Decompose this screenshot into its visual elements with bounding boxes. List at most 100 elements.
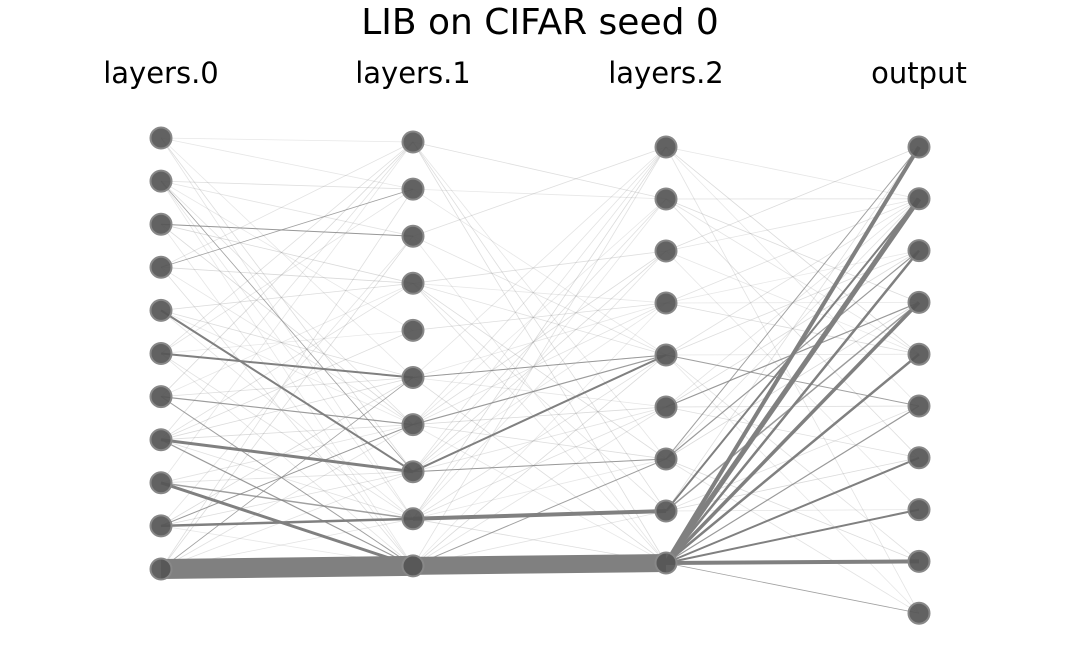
faint-edge [160, 137, 414, 472]
edge [412, 458, 667, 567]
layer-label-0: layers.0 [103, 56, 219, 90]
faint-edge [160, 282, 414, 311]
edge [664, 301, 921, 565]
faint-edge [160, 180, 414, 190]
edge [160, 180, 414, 472]
faint-edges [160, 137, 920, 614]
faint-edge [160, 223, 414, 425]
faint-edge [160, 353, 414, 567]
faint-edge [160, 310, 414, 520]
faint-edge [160, 377, 414, 527]
faint-edge [160, 235, 414, 527]
node [907, 394, 931, 418]
node [401, 130, 425, 154]
faint-edge [412, 250, 667, 473]
faint-edge [412, 302, 667, 378]
faint-edge [665, 198, 920, 355]
faint-edge [412, 146, 667, 425]
faint-edge [160, 266, 414, 284]
faint-edge [160, 353, 414, 520]
faint-edge [412, 146, 667, 472]
faint-edge [665, 146, 920, 200]
faint-edge [160, 137, 414, 520]
faint-edge [160, 282, 414, 441]
layer-label-3: output [871, 56, 967, 90]
faint-edge [412, 198, 667, 472]
edge [160, 396, 414, 567]
edge [665, 456, 920, 564]
faint-edge [160, 137, 414, 190]
faint-edge [412, 141, 667, 564]
faint-edge [160, 267, 414, 567]
faint-edge [412, 282, 667, 460]
node [149, 557, 173, 581]
faint-edge [160, 141, 414, 268]
node [401, 271, 425, 295]
faint-edge [160, 141, 414, 440]
faint-edge [665, 146, 920, 252]
faint-edge [412, 283, 667, 512]
faint-edge [412, 302, 667, 567]
node [907, 135, 931, 159]
edge [412, 354, 667, 426]
chart-title: LIB on CIFAR seed 0 [361, 2, 719, 43]
edge [665, 353, 920, 564]
faint-edge [412, 188, 667, 356]
node [907, 342, 931, 366]
node [401, 366, 425, 389]
edge [160, 223, 414, 237]
node [401, 318, 425, 342]
node [149, 514, 173, 538]
faint-edge [160, 223, 414, 567]
node [654, 395, 678, 419]
node [654, 551, 678, 575]
faint-edge [665, 198, 920, 460]
faint-edge [412, 146, 667, 567]
faint-edge [160, 180, 414, 237]
faint-edge [160, 471, 414, 570]
faint-edge [412, 424, 667, 460]
faint-edge [160, 377, 414, 441]
faint-edge [160, 330, 414, 441]
node [149, 169, 173, 193]
edge [160, 396, 414, 426]
faint-edge [412, 141, 667, 460]
faint-edge [160, 188, 414, 570]
faint-edge [665, 198, 920, 252]
faint-edge [160, 377, 414, 397]
faint-edge [412, 302, 667, 331]
node [654, 187, 678, 211]
faint-edge [160, 471, 414, 484]
faint-edge [412, 146, 667, 237]
faint-edge [160, 471, 414, 527]
faint-edge [160, 439, 414, 520]
node [401, 554, 425, 578]
faint-edge [412, 377, 667, 408]
faint-edge [665, 146, 920, 407]
node [401, 507, 425, 531]
faint-edge [160, 266, 414, 425]
faint-edge [665, 198, 920, 459]
edge [160, 377, 414, 570]
faint-edge [412, 354, 667, 567]
faint-edge [412, 235, 667, 356]
faint-edge [665, 146, 920, 512]
node [401, 177, 425, 201]
faint-edge [412, 406, 667, 567]
node [907, 290, 931, 314]
node [907, 239, 931, 263]
edge [160, 438, 414, 474]
edge [160, 555, 414, 579]
faint-edge [160, 310, 414, 425]
node [654, 499, 678, 523]
node [401, 224, 425, 248]
node [654, 447, 678, 471]
faint-edge [160, 180, 414, 331]
faint-edge [412, 458, 667, 520]
faint-edge [412, 406, 667, 473]
node [907, 187, 931, 211]
edge [412, 509, 667, 521]
node [907, 446, 931, 470]
faint-edge [412, 282, 667, 356]
